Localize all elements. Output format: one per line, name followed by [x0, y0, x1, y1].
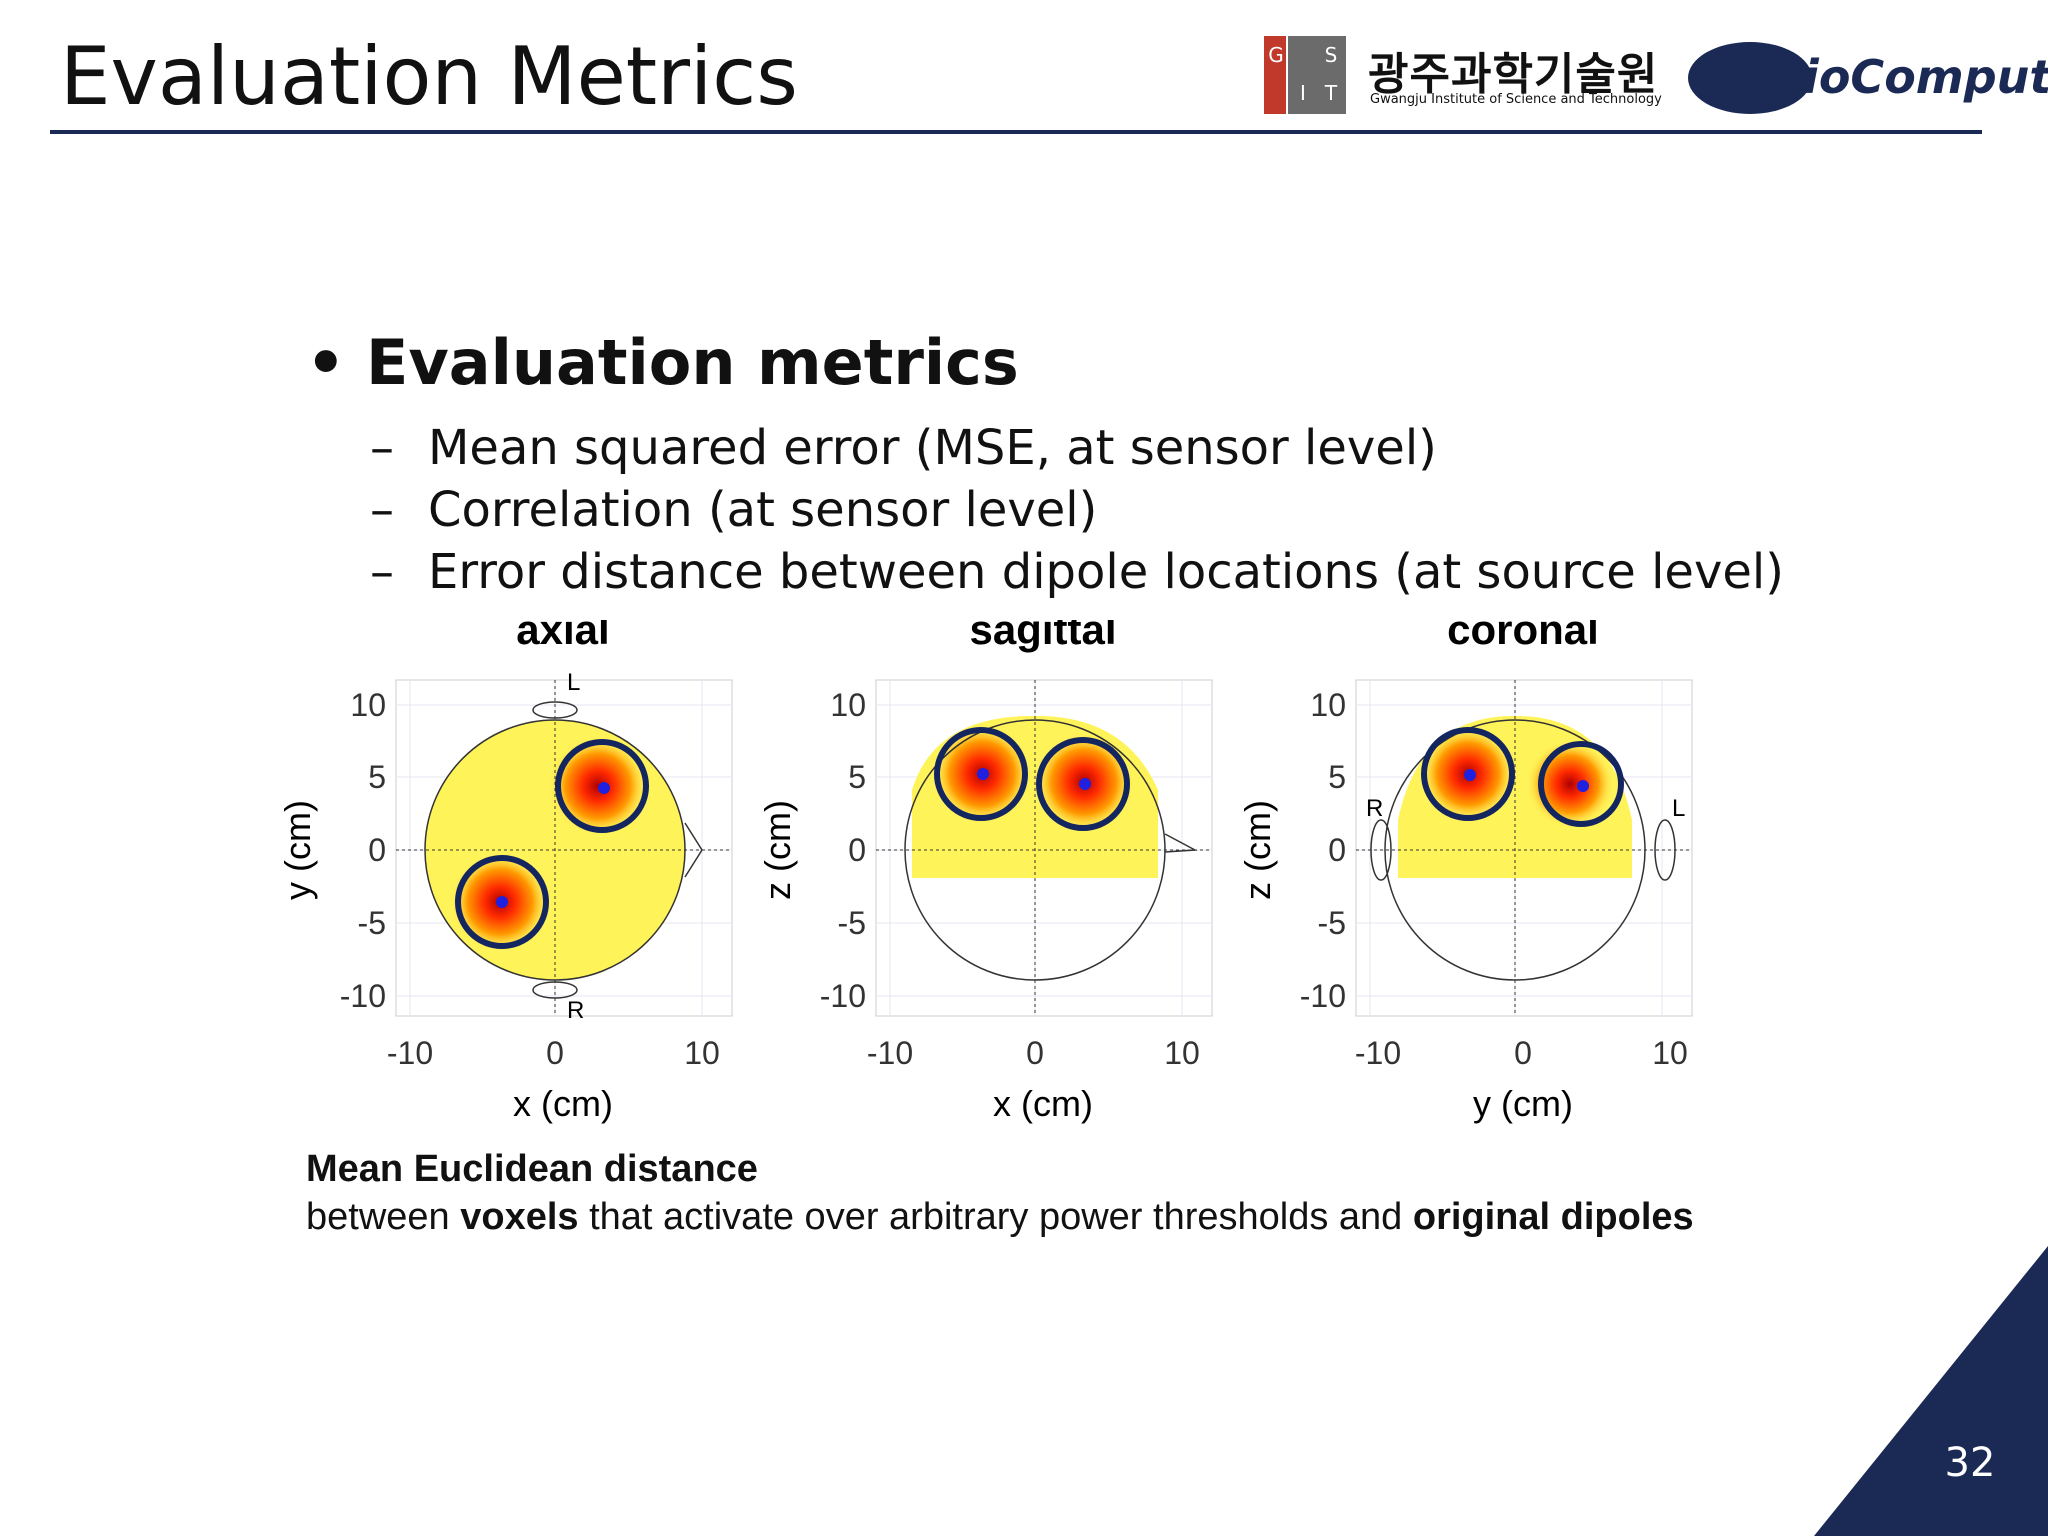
sub-item-text: Mean squared error (MSE, at sensor level… — [428, 420, 1437, 476]
caption-heading: Mean Euclidean distance — [306, 1148, 758, 1190]
institute-english-name: Gwangju Institute of Science and Technol… — [1370, 92, 1662, 107]
activation-blob — [548, 736, 648, 836]
gist-letter-s-top: S — [1324, 43, 1338, 67]
marker-right-ear: R — [567, 997, 584, 1024]
sub-item-text: Error distance between dipole locations … — [428, 544, 1784, 600]
svg-text:0: 0 — [1514, 1035, 1532, 1071]
page-number: 32 — [1944, 1440, 1996, 1486]
svg-text:10: 10 — [830, 687, 866, 723]
svg-text:-5: -5 — [1318, 905, 1346, 941]
dipole-circle — [1036, 737, 1130, 831]
gist-letter-i: I — [1300, 81, 1306, 105]
caption-bold-dipoles: original dipoles — [1412, 1196, 1694, 1238]
axes-box — [395, 679, 733, 1017]
panel-title: axial — [516, 620, 609, 653]
svg-text:10: 10 — [350, 687, 386, 723]
biocomputing-logo — [1688, 42, 1812, 114]
svg-text:5: 5 — [848, 759, 866, 795]
gist-letter-s — [1290, 76, 1316, 114]
svg-text:-5: -5 — [838, 905, 866, 941]
svg-text:-10: -10 — [340, 978, 386, 1014]
marker-right-side: R — [1366, 795, 1383, 822]
dipole-circle — [455, 855, 549, 949]
institute-korean-name: 광주과학기술원 — [1368, 49, 1659, 100]
svg-text:-10: -10 — [867, 1035, 913, 1071]
panel-axial: axial L R 10 5 0 -5 -10 -10 0 10 x (cm) y (cm) — [277, 620, 733, 1124]
dipole-point — [598, 782, 610, 794]
y-axis-label: z (cm) — [757, 800, 798, 900]
caption-body: between voxels that activate over arbitr… — [306, 1196, 1694, 1239]
svg-text:0: 0 — [546, 1035, 564, 1071]
dipole-point — [1079, 778, 1091, 790]
bullet-evaluation-metrics: • Evaluation metrics — [306, 326, 1019, 399]
y-tick-labels: 10 5 0 -5 -10 — [820, 687, 866, 1014]
dipole-localization-figure: axial L R 10 5 0 -5 -10 -10 0 10 x (cm) y (cm) — [277, 620, 1693, 1124]
x-tick-labels: -10 0 10 — [1355, 1035, 1688, 1071]
sub-item-text: Correlation (at sensor level) — [428, 482, 1098, 538]
dash-icon: – — [370, 420, 394, 476]
caption-text: between — [306, 1196, 461, 1238]
dipole-circle — [1538, 741, 1624, 827]
svg-text:0: 0 — [368, 832, 386, 868]
x-tick-labels: -10 0 10 — [867, 1035, 1200, 1071]
gist-logo: G I S T — [1264, 36, 1348, 114]
nose-outline — [1164, 833, 1198, 853]
dipole-circle — [934, 727, 1028, 821]
gist-logo-red-bar — [1264, 36, 1286, 114]
x-tick-labels: -10 0 10 — [387, 1035, 720, 1071]
svg-text:10: 10 — [1652, 1035, 1688, 1071]
svg-text:10: 10 — [1164, 1035, 1200, 1071]
svg-text:5: 5 — [368, 759, 386, 795]
sub-item-error-distance: – Error distance between dipole locations… — [370, 544, 1784, 600]
svg-text:-10: -10 — [387, 1035, 433, 1071]
panel-title: coronal — [1447, 620, 1599, 653]
panel-sagittal: sagittal 10 5 0 -5 -10 -10 0 10 x (cm) z (cm) — [757, 620, 1213, 1124]
axes-box — [875, 679, 1213, 1017]
gist-logo-gray-block — [1288, 36, 1346, 114]
marker-left-ear: L — [567, 669, 580, 696]
svg-text:-10: -10 — [820, 978, 866, 1014]
dipole-point — [1577, 780, 1589, 792]
bullet-dot-icon: • — [306, 326, 346, 399]
marker-left-side: L — [1672, 795, 1685, 822]
svg-text:10: 10 — [1310, 687, 1346, 723]
y-tick-labels: 10 5 0 -5 -10 — [340, 687, 386, 1014]
x-axis-label: x (cm) — [993, 1083, 1093, 1124]
dipole-circle — [555, 739, 649, 833]
y-tick-labels: 10 5 0 -5 -10 — [1300, 687, 1346, 1014]
dash-icon: – — [370, 544, 394, 600]
svg-text:0: 0 — [1026, 1035, 1044, 1071]
panel-coronal: coronal R L 10 5 0 -5 -10 -10 0 10 y (cm) z (c… — [1237, 620, 1693, 1124]
sub-item-correlation: – Correlation (at sensor level) — [370, 482, 1097, 538]
svg-text:-5: -5 — [358, 905, 386, 941]
caption-text: that activate over arbitrary power thres… — [578, 1196, 1413, 1238]
axes-box — [1355, 679, 1693, 1017]
sub-item-mse: – Mean squared error (MSE, at sensor leve… — [370, 420, 1437, 476]
x-axis-label: x (cm) — [513, 1083, 613, 1124]
dipole-circle — [1421, 727, 1515, 821]
svg-text:10: 10 — [684, 1035, 720, 1071]
gist-letter-g: G — [1268, 43, 1284, 67]
panel-title: sagittal — [969, 620, 1116, 653]
svg-text:5: 5 — [1328, 759, 1346, 795]
title-underline — [50, 130, 1982, 134]
dash-icon: – — [370, 482, 394, 538]
y-axis-label: y (cm) — [277, 800, 318, 900]
y-axis-label: z (cm) — [1237, 800, 1278, 900]
dipole-point — [977, 768, 989, 780]
svg-text:0: 0 — [1328, 832, 1346, 868]
svg-text:-10: -10 — [1300, 978, 1346, 1014]
dipole-point — [496, 896, 508, 908]
x-axis-label: y (cm) — [1473, 1083, 1573, 1124]
bullet-text: Evaluation metrics — [366, 326, 1019, 399]
svg-text:-10: -10 — [1355, 1035, 1401, 1071]
svg-text:0: 0 — [848, 832, 866, 868]
dipole-point — [1464, 769, 1476, 781]
caption-bold-voxels: voxels — [460, 1196, 579, 1238]
gist-letter-t: T — [1324, 81, 1338, 105]
biocomputing-logo-text: BioComputing — [1768, 50, 2048, 104]
slide-title: Evaluation Metrics — [60, 30, 798, 123]
